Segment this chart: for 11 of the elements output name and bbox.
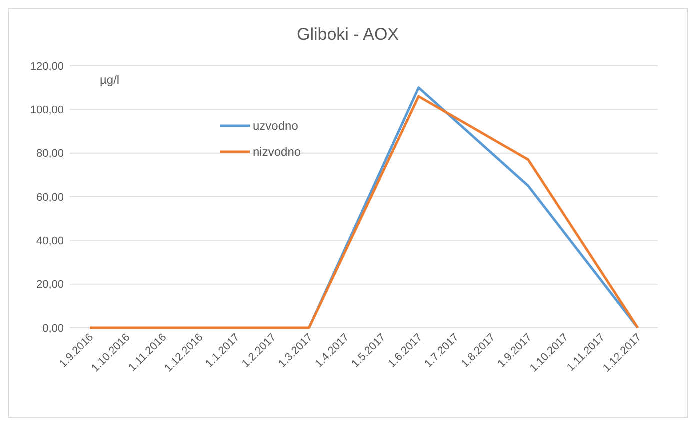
- y-tick-label: 120,00: [30, 60, 64, 73]
- legend-label: nizvodno: [253, 145, 302, 160]
- y-tick-label: 40,00: [36, 236, 64, 248]
- y-tick-label: 60,00: [36, 192, 64, 204]
- y-tick-label: 100,00: [30, 104, 64, 117]
- y-tick-label: 80,00: [36, 148, 64, 160]
- legend-label: uzvodno: [253, 119, 299, 134]
- y-tick-label: 0,00: [42, 322, 64, 335]
- y-axis-title: µg/l: [100, 73, 120, 87]
- y-tick-label: 20,00: [36, 279, 64, 292]
- chart-title: Gliboki - AOX: [296, 25, 400, 44]
